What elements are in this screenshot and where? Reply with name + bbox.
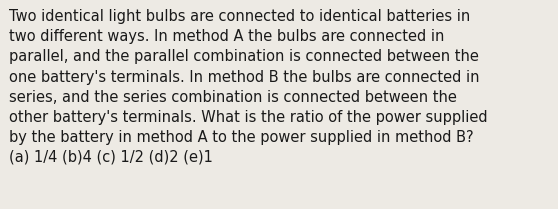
Text: Two identical light bulbs are connected to identical batteries in
two different : Two identical light bulbs are connected … <box>9 9 488 165</box>
